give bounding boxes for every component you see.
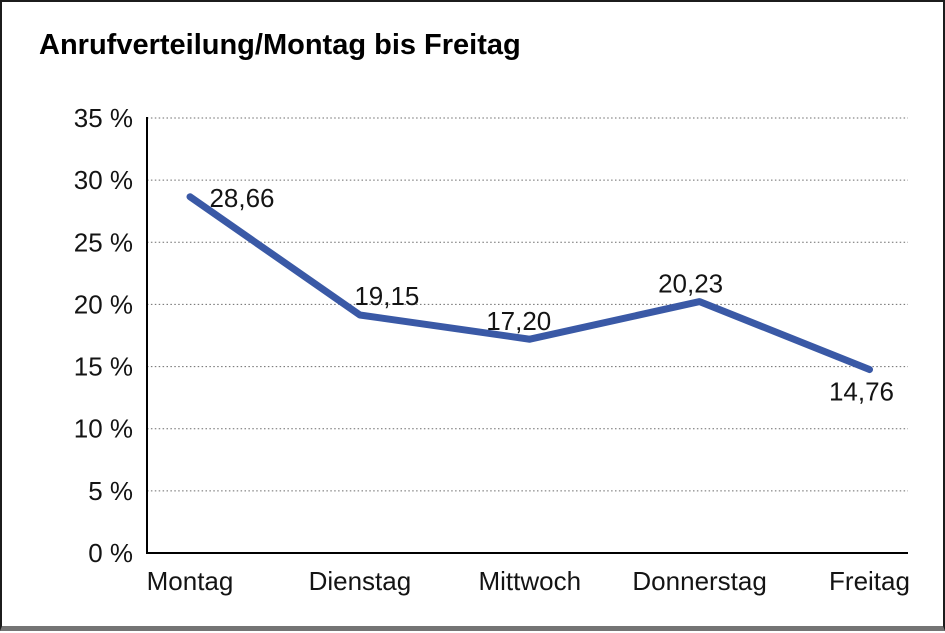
data-point-label: 14,76 xyxy=(829,377,894,407)
x-tick-label: Montag xyxy=(147,566,234,596)
y-tick-label: 15 % xyxy=(74,352,133,382)
x-tick-label: Freitag xyxy=(829,566,910,596)
x-tick-label: Donnerstag xyxy=(632,566,766,596)
data-point-label: 20,23 xyxy=(658,269,723,299)
x-tick-label: Mittwoch xyxy=(478,566,581,596)
y-tick-label: 35 % xyxy=(74,103,133,133)
series-line xyxy=(186,193,873,374)
data-point-label: 17,20 xyxy=(486,306,551,336)
data-point-label: 19,15 xyxy=(354,281,419,311)
y-tick-label: 20 % xyxy=(74,289,133,319)
data-point-label: 28,66 xyxy=(209,183,274,213)
y-tick-label: 5 % xyxy=(88,476,133,506)
y-tick-label: 30 % xyxy=(74,165,133,195)
y-tick-label: 25 % xyxy=(74,227,133,257)
y-tick-label: 10 % xyxy=(74,414,133,444)
x-tick-label: Dienstag xyxy=(309,566,412,596)
y-tick-label: 0 % xyxy=(88,538,133,568)
chart-title: Anrufverteilung/Montag bis Freitag xyxy=(39,29,521,61)
